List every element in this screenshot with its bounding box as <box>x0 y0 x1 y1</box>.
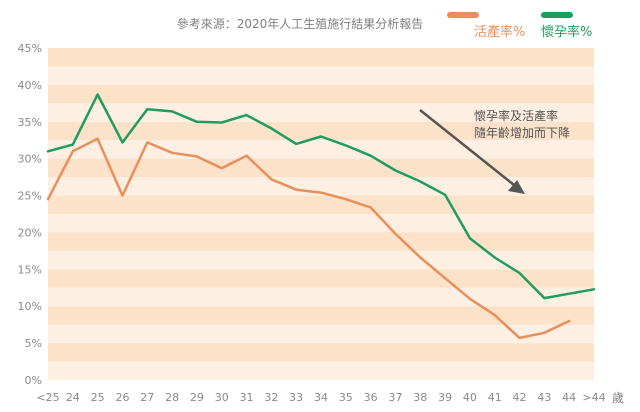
chart-title: 參考來源：2020年人工生殖施行結果分析報告 <box>177 16 424 31</box>
grid-band <box>48 84 594 104</box>
x-tick-label: 38 <box>413 391 427 404</box>
annotation: 懷孕率及活產率 隨年齡增加而下降 <box>419 108 570 194</box>
grid-band <box>48 361 594 380</box>
trend-arrow-head <box>508 180 525 194</box>
y-axis: 0% 5% 10% 15% 20% 25% 30% 35% 40% 45% <box>18 42 42 387</box>
legend-swatch-live-birth <box>447 12 479 18</box>
grid-band <box>48 177 594 196</box>
grid-band <box>48 306 594 325</box>
grid-band <box>48 121 594 141</box>
grid-band <box>48 140 594 159</box>
x-tick-label: 34 <box>314 391 328 404</box>
x-axis: <25 24 25 26 27 28 29 30 31 32 33 34 35 36 37 38 39 40 41 4… <box>36 391 605 404</box>
x-axis-unit: 歲 <box>612 391 624 405</box>
grid-band <box>48 48 594 67</box>
x-tick-label: 30 <box>215 391 229 404</box>
grid-band <box>48 214 594 233</box>
x-tick-label: 37 <box>388 391 402 404</box>
y-tick-label: 20% <box>18 226 42 239</box>
grid-band <box>48 324 594 344</box>
x-tick-label: 27 <box>140 391 154 404</box>
y-tick-label: 35% <box>18 116 42 129</box>
grid-band <box>48 158 594 178</box>
grid-band <box>48 66 594 85</box>
y-tick-label: 15% <box>18 263 42 276</box>
x-tick-label: 25 <box>91 391 105 404</box>
x-tick-label: 28 <box>165 391 179 404</box>
legend-swatch-pregnancy <box>541 12 573 18</box>
x-tick-label: 43 <box>537 391 551 404</box>
x-tick-label: 33 <box>289 391 303 404</box>
grid-band <box>48 195 594 214</box>
series-line-pregnancy <box>46 93 596 300</box>
y-tick-label: 45% <box>18 42 42 55</box>
grid-band <box>48 269 594 288</box>
grid-band <box>48 250 594 270</box>
x-tick-label: 42 <box>513 391 527 404</box>
x-tick-label: 41 <box>488 391 502 404</box>
y-tick-label: 5% <box>25 337 42 350</box>
y-tick-label: 30% <box>18 153 42 166</box>
x-tick-label: 32 <box>264 391 278 404</box>
grid-band <box>48 287 594 307</box>
x-tick-label: 36 <box>364 391 378 404</box>
x-tick-label: <25 <box>36 391 59 404</box>
trend-arrow-shaft <box>419 109 515 186</box>
annotation-line-1: 懷孕率及活產率 <box>474 108 558 123</box>
x-tick-label: >44 <box>582 391 605 404</box>
x-tick-label: 24 <box>66 391 80 404</box>
y-tick-label: 40% <box>18 79 42 92</box>
x-tick-label: 31 <box>240 391 254 404</box>
x-tick-label: 40 <box>463 391 477 404</box>
y-tick-label: 25% <box>18 190 42 203</box>
series-lines <box>46 93 596 340</box>
legend-label-pregnancy: 懷孕率% <box>541 24 592 40</box>
grid-band <box>48 232 594 251</box>
x-tick-label: 26 <box>115 391 129 404</box>
series-line-live-birth <box>46 137 571 340</box>
x-tick-label: 29 <box>190 391 204 404</box>
y-tick-label: 0% <box>25 374 42 387</box>
y-tick-label: 10% <box>18 300 42 313</box>
x-tick-label: 39 <box>438 391 452 404</box>
grid-band <box>48 343 594 362</box>
legend: 活產率% 懷孕率% <box>447 12 592 40</box>
legend-label-live-birth: 活產率% <box>474 24 525 40</box>
x-tick-label: 35 <box>339 391 353 404</box>
x-tick-label: 44 <box>562 391 576 404</box>
annotation-line-2: 隨年齡增加而下降 <box>474 125 570 140</box>
